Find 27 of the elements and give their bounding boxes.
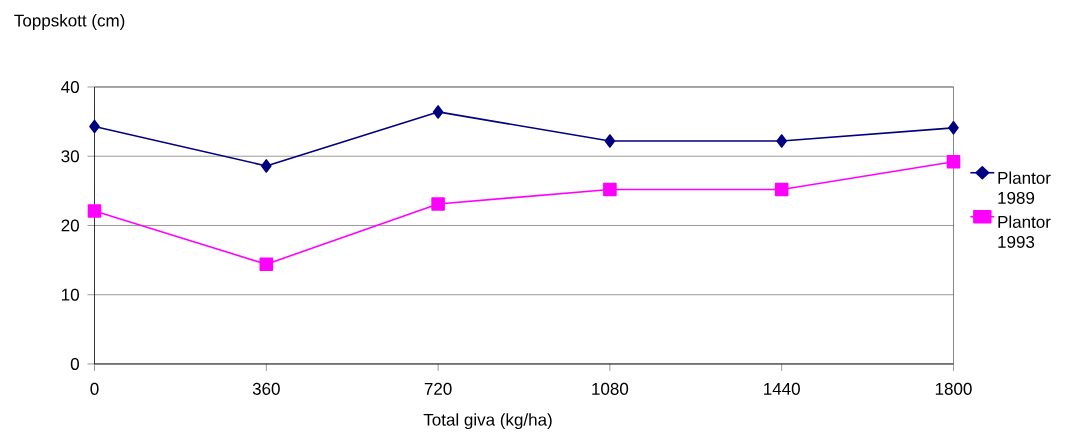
point <box>946 154 961 169</box>
x-tick-label: 720 <box>424 382 452 395</box>
x-tick-label: 0 <box>90 382 99 395</box>
legend-label: Plantor 1993 <box>998 215 1051 248</box>
point <box>948 121 959 135</box>
point <box>432 105 444 119</box>
point <box>774 182 789 197</box>
x-tick-label: 1440 <box>764 382 800 395</box>
y-tick-label: 0 <box>70 357 79 370</box>
y-axis-title: Toppskott (cm) <box>14 14 125 30</box>
x-tick-label: 360 <box>252 382 280 395</box>
y-tick-label: 10 <box>62 288 79 301</box>
y-tick-label: 20 <box>61 219 79 232</box>
y-tick-label: 30 <box>61 150 79 163</box>
legend-label: Plantor 1989 <box>998 171 1051 204</box>
y-tick-label: 40 <box>61 80 79 93</box>
x-tick-label: 1080 <box>592 382 629 395</box>
point <box>431 197 445 211</box>
point <box>89 119 100 134</box>
x-tick-label: 1800 <box>935 382 972 395</box>
point <box>604 134 616 148</box>
x-axis-title: Total giva (kg/ha) <box>423 413 552 430</box>
point <box>261 159 272 173</box>
point <box>776 134 787 148</box>
point <box>603 182 617 197</box>
point <box>259 257 274 272</box>
point <box>87 204 102 218</box>
